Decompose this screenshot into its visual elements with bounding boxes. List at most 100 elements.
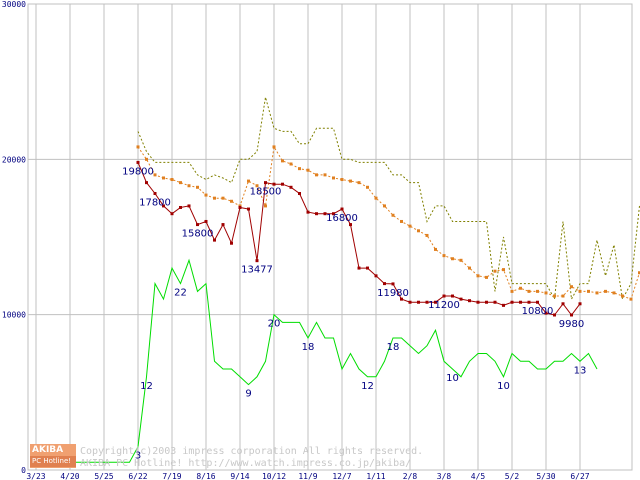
point-min bbox=[238, 205, 242, 209]
plot-frame bbox=[27, 3, 633, 471]
point-avg bbox=[306, 168, 310, 172]
point-avg bbox=[408, 224, 412, 228]
point-avg bbox=[281, 159, 284, 163]
data-label: 22 bbox=[174, 288, 187, 299]
point-avg bbox=[417, 229, 420, 233]
y-tick-label: 0 bbox=[21, 466, 26, 475]
data-label: 9980 bbox=[559, 319, 584, 330]
point-min bbox=[264, 181, 267, 185]
point-min bbox=[272, 182, 276, 186]
point-avg bbox=[578, 289, 582, 293]
point-avg bbox=[238, 204, 242, 208]
point-avg bbox=[434, 247, 437, 251]
point-avg bbox=[544, 291, 548, 295]
data-label: 19800 bbox=[122, 166, 154, 177]
point-min bbox=[536, 300, 539, 304]
point-avg bbox=[519, 286, 522, 290]
point-min bbox=[391, 282, 395, 286]
point-min bbox=[417, 300, 420, 304]
x-tick-label: 11/9 bbox=[298, 472, 317, 480]
data-label: 16800 bbox=[326, 213, 358, 224]
data-label: 12 bbox=[140, 381, 153, 392]
point-min bbox=[349, 223, 352, 227]
point-avg bbox=[298, 167, 301, 171]
point-avg bbox=[629, 297, 633, 301]
point-avg bbox=[315, 173, 318, 177]
point-avg bbox=[323, 173, 327, 177]
point-avg bbox=[510, 289, 514, 293]
x-tick-label: 12/7 bbox=[332, 472, 351, 480]
point-min bbox=[162, 204, 165, 208]
point-avg bbox=[493, 269, 497, 273]
akiba-logo: AKIBA PC Hotline! bbox=[30, 444, 76, 468]
x-tick-label: 3/8 bbox=[437, 472, 452, 480]
point-min bbox=[298, 192, 301, 196]
data-label: 18 bbox=[387, 342, 400, 353]
data-label: 13477 bbox=[241, 265, 273, 276]
point-min bbox=[204, 219, 208, 223]
point-avg bbox=[230, 199, 233, 203]
point-min bbox=[306, 210, 310, 214]
data-label: 13 bbox=[574, 365, 587, 376]
data-label: 20 bbox=[268, 319, 281, 330]
point-avg bbox=[476, 274, 480, 278]
point-min bbox=[196, 223, 199, 227]
series-line-avg bbox=[137, 145, 640, 300]
point-avg bbox=[196, 185, 199, 189]
point-avg bbox=[340, 178, 344, 182]
point-min bbox=[434, 300, 437, 304]
point-min bbox=[570, 313, 573, 317]
point-avg bbox=[153, 173, 157, 177]
chart-series bbox=[36, 97, 640, 463]
logo-bottom-text: PC Hotline! bbox=[30, 456, 76, 467]
point-min bbox=[315, 212, 318, 216]
point-min bbox=[179, 205, 182, 209]
copyright-text: Copyright(c)2003 impress corporation All… bbox=[80, 446, 424, 457]
point-avg bbox=[570, 285, 573, 289]
point-avg bbox=[468, 266, 471, 270]
point-min bbox=[468, 299, 471, 303]
point-avg bbox=[255, 184, 259, 188]
point-avg bbox=[527, 289, 531, 293]
x-tick-label: 4/5 bbox=[471, 472, 486, 480]
point-min bbox=[357, 266, 361, 270]
point-min bbox=[561, 302, 565, 306]
point-min bbox=[323, 212, 327, 216]
point-avg bbox=[136, 145, 140, 149]
point-min bbox=[374, 274, 378, 278]
point-min bbox=[145, 181, 148, 185]
point-avg bbox=[604, 289, 607, 293]
point-avg bbox=[221, 196, 225, 200]
x-tick-label: 9/14 bbox=[230, 472, 249, 480]
data-label: 10 bbox=[497, 381, 510, 392]
series-line-count bbox=[36, 258, 598, 463]
point-avg bbox=[374, 196, 378, 200]
data-label: 17800 bbox=[139, 198, 171, 209]
point-min bbox=[230, 241, 233, 245]
series-line-max bbox=[137, 97, 640, 301]
point-min bbox=[332, 212, 335, 216]
point-min bbox=[502, 303, 505, 307]
point-avg bbox=[595, 291, 599, 295]
x-tick-label: 1/11 bbox=[366, 472, 385, 480]
point-min bbox=[459, 297, 463, 301]
point-min bbox=[493, 300, 497, 304]
point-min bbox=[510, 300, 514, 304]
point-avg bbox=[145, 157, 148, 161]
data-label: 12 bbox=[361, 381, 374, 392]
point-avg bbox=[179, 181, 182, 185]
point-min bbox=[340, 207, 344, 211]
x-tick-label: 6/22 bbox=[128, 472, 147, 480]
x-tick-label: 10/12 bbox=[262, 472, 286, 480]
point-avg bbox=[621, 294, 624, 298]
x-tick-label: 4/20 bbox=[60, 472, 79, 480]
point-min bbox=[153, 192, 157, 196]
x-tick-label: 8/16 bbox=[196, 472, 215, 480]
point-min bbox=[136, 160, 140, 164]
point-min bbox=[519, 300, 522, 304]
point-avg bbox=[391, 213, 395, 217]
point-min bbox=[527, 300, 531, 304]
point-min bbox=[553, 313, 556, 317]
point-avg bbox=[187, 184, 191, 188]
